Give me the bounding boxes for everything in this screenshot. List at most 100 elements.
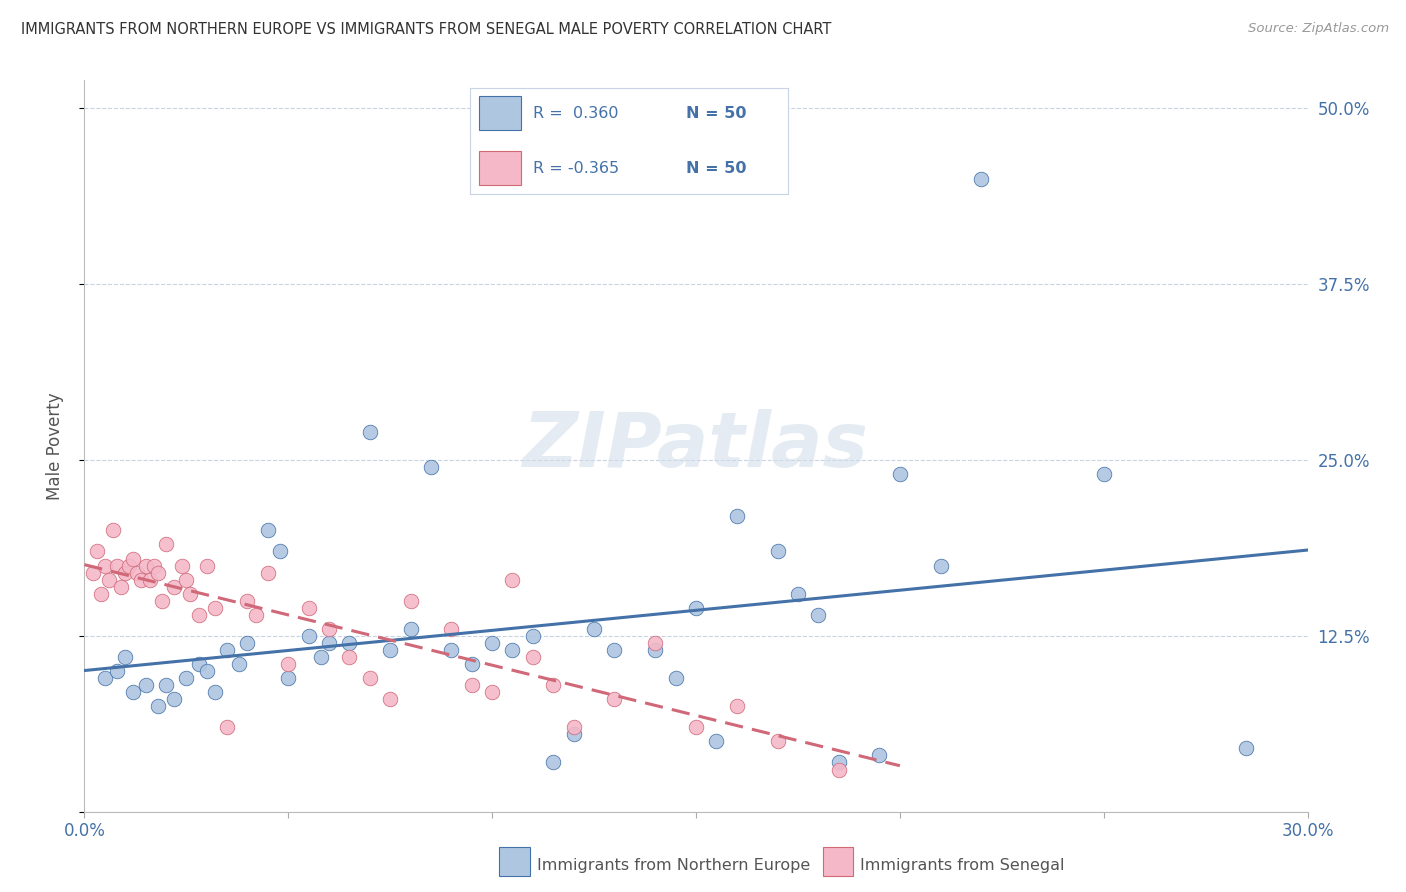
Point (204, 600, 226, 615)
Point (122, 685, 145, 699)
Point (97, 573, 120, 587)
Point (318, 636, 340, 650)
Point (269, 544, 291, 558)
Point (93, 558, 117, 573)
Point (236, 593, 259, 607)
Point (217, 720, 239, 734)
Point (257, 566, 280, 580)
Point (135, 678, 157, 692)
Y-axis label: Male Poverty: Male Poverty (45, 392, 63, 500)
Point (461, 657, 484, 671)
Point (298, 600, 321, 615)
Point (114, 566, 136, 580)
Point (217, 643, 239, 657)
Point (90, 587, 112, 601)
Point (179, 587, 201, 601)
Point (176, 671, 198, 685)
Point (685, 600, 707, 615)
Point (766, 544, 789, 558)
Point (277, 657, 299, 671)
Point (142, 558, 165, 573)
Point (685, 720, 707, 734)
Point (146, 699, 169, 714)
Point (644, 643, 666, 657)
Point (1236, 741, 1258, 756)
Point (706, 734, 728, 748)
Point (440, 622, 463, 636)
Point (105, 664, 128, 678)
Point (869, 748, 891, 763)
Point (127, 566, 149, 580)
Point (195, 558, 218, 573)
Point (277, 671, 299, 685)
Point (150, 593, 173, 607)
Point (163, 692, 186, 706)
Point (380, 692, 402, 706)
Point (339, 650, 361, 665)
Point (359, 425, 381, 439)
Point (114, 650, 136, 665)
Point (101, 524, 124, 538)
Point (665, 671, 688, 685)
Text: IMMIGRANTS FROM NORTHERN EUROPE VS IMMIGRANTS FROM SENEGAL MALE POVERTY CORRELAT: IMMIGRANTS FROM NORTHERN EUROPE VS IMMIG… (21, 22, 831, 37)
Point (603, 643, 626, 657)
Point (807, 607, 830, 622)
Point (82, 566, 104, 580)
Point (828, 756, 851, 770)
Point (481, 636, 503, 650)
Point (889, 467, 911, 482)
Point (420, 460, 443, 475)
Point (787, 587, 810, 601)
Point (543, 678, 565, 692)
Point (257, 524, 280, 538)
Point (245, 607, 267, 622)
Point (522, 629, 544, 643)
Text: Immigrants from Senegal: Immigrants from Senegal (860, 858, 1064, 872)
Point (187, 657, 209, 671)
Point (138, 573, 160, 587)
Point (359, 671, 381, 685)
Point (380, 643, 402, 657)
Point (236, 636, 259, 650)
Point (131, 573, 153, 587)
Point (163, 580, 186, 594)
Point (187, 607, 209, 622)
Point (1092, 467, 1115, 482)
Point (155, 537, 177, 551)
Point (176, 573, 198, 587)
Point (461, 678, 484, 692)
Point (644, 636, 666, 650)
Point (502, 643, 524, 657)
Point (309, 650, 332, 665)
Point (603, 692, 626, 706)
Point (110, 580, 132, 594)
Point (135, 558, 157, 573)
Point (399, 593, 422, 607)
Point (298, 629, 321, 643)
Point (970, 171, 993, 186)
Point (228, 657, 250, 671)
Point (105, 558, 128, 573)
Text: Source: ZipAtlas.com: Source: ZipAtlas.com (1249, 22, 1389, 36)
Point (146, 566, 169, 580)
Point (543, 756, 565, 770)
Point (118, 558, 141, 573)
Point (725, 699, 748, 714)
Point (562, 720, 585, 734)
Point (399, 622, 422, 636)
Point (828, 763, 851, 777)
Point (86, 544, 108, 558)
Point (195, 664, 218, 678)
Point (440, 643, 463, 657)
Point (502, 573, 524, 587)
Point (339, 636, 361, 650)
Text: Immigrants from Northern Europe: Immigrants from Northern Europe (537, 858, 810, 872)
Point (725, 509, 748, 524)
Point (318, 622, 340, 636)
Text: ZIPatlas: ZIPatlas (523, 409, 869, 483)
Point (481, 685, 503, 699)
Point (583, 622, 606, 636)
Point (204, 685, 226, 699)
Point (766, 734, 789, 748)
Point (522, 650, 544, 665)
